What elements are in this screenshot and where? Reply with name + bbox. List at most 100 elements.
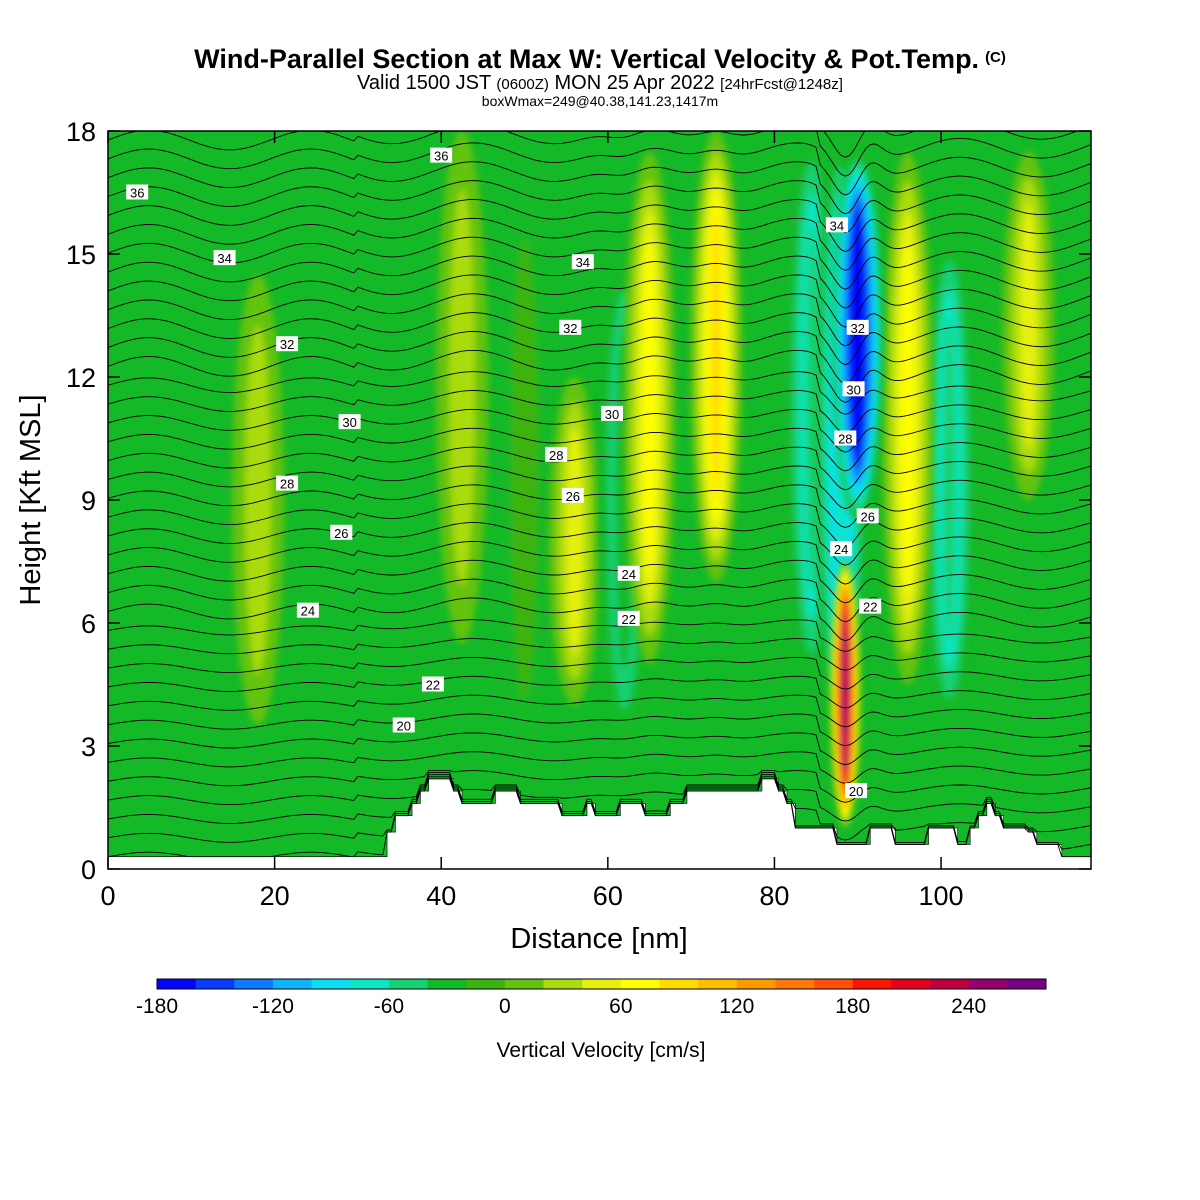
colorbar-swatch bbox=[852, 979, 892, 989]
theta-contour-line bbox=[108, 312, 1091, 366]
contour-label-box bbox=[617, 610, 640, 626]
contour-label-text: 32 bbox=[850, 321, 864, 336]
contour-label-text: 22 bbox=[621, 612, 635, 627]
contour-label-box bbox=[846, 319, 869, 335]
w-contour-fill bbox=[642, 237, 656, 578]
w-contour-fill bbox=[842, 617, 848, 773]
theta-contour-line bbox=[108, 638, 1091, 671]
contour-label-text: 26 bbox=[860, 509, 874, 524]
x-tick-label: 100 bbox=[919, 881, 964, 911]
w-cell-downdraft bbox=[831, 151, 884, 521]
theta-contour-line bbox=[108, 776, 1091, 850]
w-contour-fill bbox=[449, 188, 476, 586]
contour-label: 32 bbox=[559, 319, 582, 336]
contour-label-box bbox=[276, 475, 299, 491]
contour-label: 20 bbox=[392, 717, 415, 734]
contour-label: 28 bbox=[545, 446, 568, 463]
colorbar-tick-label: -120 bbox=[252, 995, 294, 1018]
theta-contour-line bbox=[108, 675, 1091, 709]
valid-date: MON 25 Apr 2022 bbox=[554, 72, 715, 94]
contour-label: 36 bbox=[126, 184, 149, 201]
contour-label-text: 28 bbox=[280, 477, 294, 492]
contour-label-box bbox=[276, 336, 299, 352]
theta-contour-line bbox=[108, 559, 1091, 604]
contour-label-box bbox=[213, 250, 236, 266]
colorbar-swatch bbox=[930, 979, 970, 989]
contour-label-box bbox=[421, 676, 444, 692]
colorbar-swatch bbox=[350, 979, 390, 989]
theta-contour-line bbox=[108, 142, 1091, 196]
w-contour-fill bbox=[710, 212, 722, 501]
colorbar-tick-label: 120 bbox=[719, 995, 754, 1018]
w-cell-updraft bbox=[830, 561, 861, 828]
contour-label-text: 24 bbox=[621, 567, 635, 582]
colorbar-frame bbox=[156, 978, 1047, 990]
contour-label-box bbox=[617, 565, 640, 581]
contour-label-box bbox=[845, 783, 868, 799]
theta-contour-line bbox=[108, 199, 1091, 253]
contour-label-text: 22 bbox=[426, 678, 440, 693]
contour-label: 32 bbox=[846, 319, 869, 336]
theta-contour-line bbox=[108, 732, 1091, 765]
colorbar-swatch bbox=[504, 979, 545, 989]
theta-contour-line bbox=[108, 540, 1091, 585]
contour-label-text: 24 bbox=[834, 542, 848, 557]
colorbar-tick-label: -60 bbox=[374, 995, 404, 1018]
contour-label: 30 bbox=[338, 414, 361, 430]
contour-label: 22 bbox=[859, 598, 882, 615]
w-cell-downdraft bbox=[498, 172, 551, 767]
colorbar-tick-label: 240 bbox=[951, 995, 986, 1018]
colorbar-swatch bbox=[814, 979, 854, 989]
colorbar-swatch bbox=[466, 979, 506, 989]
contour-label: 24 bbox=[830, 541, 853, 557]
w-cell-updraft bbox=[1002, 151, 1055, 500]
y-tick-label: 9 bbox=[81, 486, 96, 516]
theta-contour-line bbox=[108, 522, 1091, 566]
theta-contour-line bbox=[108, 619, 1091, 652]
contour-label-box bbox=[330, 524, 353, 540]
w-contour-fill bbox=[244, 325, 271, 675]
contour-label-box bbox=[856, 508, 879, 524]
colorbar-swatch bbox=[388, 979, 429, 989]
contour-label-box bbox=[571, 254, 594, 270]
theta-contour-line bbox=[108, 427, 1091, 472]
colorbar-tick-label: -180 bbox=[136, 995, 178, 1018]
theta-contour-line bbox=[108, 236, 1091, 290]
contour-label-box bbox=[296, 602, 319, 618]
x-axis-label: Distance [nm] bbox=[510, 923, 687, 955]
colorbar: -180 -120 -60 0 60 120 180 240 bbox=[136, 978, 1047, 1018]
theta-contour-line bbox=[108, 484, 1091, 528]
contour-label-box bbox=[126, 184, 149, 200]
contour-label-box bbox=[830, 541, 853, 557]
theta-contour-line bbox=[108, 772, 1091, 822]
contour-label-text: 20 bbox=[396, 719, 410, 734]
contour-label: 26 bbox=[561, 487, 584, 504]
theta-contour-line bbox=[108, 446, 1091, 491]
w-cell-updraft bbox=[623, 151, 676, 664]
y-tick-label: 15 bbox=[66, 240, 96, 270]
y-tick-label: 18 bbox=[66, 117, 96, 147]
contour-label: 34 bbox=[571, 254, 594, 270]
plot-area bbox=[108, 131, 1091, 869]
colorbar-swatch bbox=[891, 979, 931, 989]
contour-label-box bbox=[834, 430, 857, 446]
contour-label-text: 32 bbox=[280, 337, 294, 352]
contour-label-text: 28 bbox=[549, 448, 563, 463]
w-contour-fill bbox=[1019, 203, 1038, 448]
theta-contour-line bbox=[108, 390, 1091, 434]
theta-contour-line bbox=[108, 293, 1091, 347]
contour-label-box bbox=[859, 598, 882, 614]
theta-contour-line bbox=[108, 578, 1091, 623]
theta-contour-line bbox=[108, 778, 1091, 858]
contour-label-box bbox=[545, 446, 568, 462]
contour-label: 30 bbox=[601, 405, 623, 422]
theta-contour-line bbox=[108, 751, 1091, 784]
colorbar-swatch bbox=[698, 979, 738, 989]
y-tick-label: 12 bbox=[66, 363, 96, 393]
contour-label: 28 bbox=[834, 430, 857, 447]
chart-title: Wind-Parallel Section at Max W: Vertical… bbox=[0, 44, 1200, 75]
contour-label-text: 28 bbox=[838, 432, 852, 447]
contour-label-text: 26 bbox=[334, 526, 348, 541]
contour-label: 36 bbox=[430, 147, 453, 164]
